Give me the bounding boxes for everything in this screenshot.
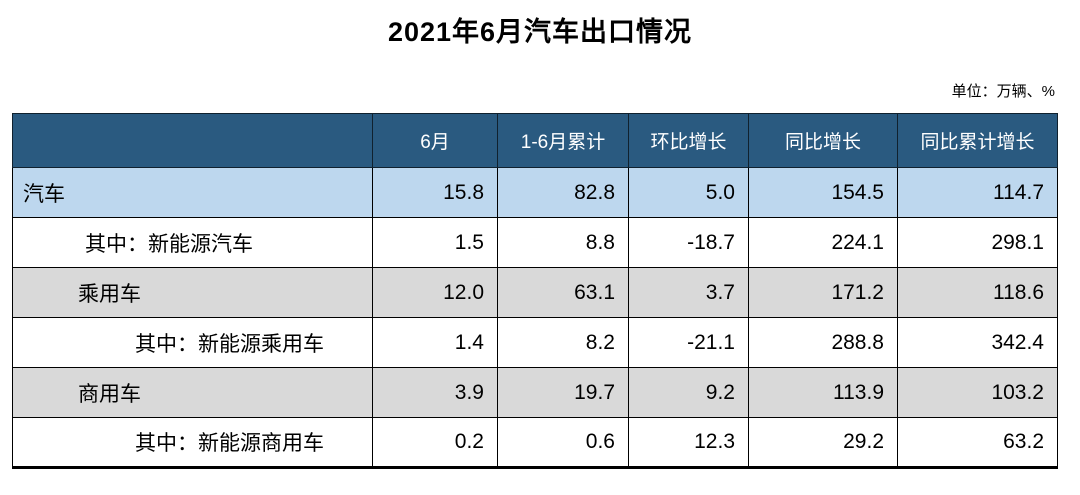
value-cell: 5.0 (628, 167, 749, 218)
table-header: 6月 1-6月累计 环比增长 同比增长 同比累计增长 (12, 113, 1058, 168)
value-cell: 0.6 (497, 417, 629, 468)
value-cell: 1.5 (372, 217, 498, 268)
value-cell: 298.1 (897, 217, 1058, 268)
value-cell: 82.8 (497, 167, 629, 218)
row-label-cell: 其中：新能源汽车 (12, 217, 373, 268)
value-cell: -18.7 (628, 217, 749, 268)
value-cell: 63.2 (897, 417, 1058, 468)
export-table: 6月 1-6月累计 环比增长 同比增长 同比累计增长 汽车 15.8 82.8 5.0 154.… (12, 113, 1058, 469)
value-cell: 19.7 (497, 367, 629, 418)
table-row: 其中：新能源乘用车 1.4 8.2 -21.1 288.8 342.4 (12, 317, 1058, 368)
value-cell: 63.1 (497, 267, 629, 318)
value-cell: -21.1 (628, 317, 749, 368)
table-row: 其中：新能源汽车 1.5 8.8 -18.7 224.1 298.1 (12, 217, 1058, 268)
value-cell: 12.0 (372, 267, 498, 318)
value-cell: 113.9 (748, 367, 898, 418)
value-cell: 342.4 (897, 317, 1058, 368)
value-cell: 118.6 (897, 267, 1058, 318)
column-header: 同比增长 (748, 113, 898, 168)
column-header-empty (12, 113, 373, 168)
table-header-row: 6月 1-6月累计 环比增长 同比增长 同比累计增长 (12, 113, 1058, 168)
value-cell: 1.4 (372, 317, 498, 368)
value-cell: 103.2 (897, 367, 1058, 418)
table-row: 其中：新能源商用车 0.2 0.6 12.3 29.2 63.2 (12, 417, 1058, 468)
value-cell: 154.5 (748, 167, 898, 218)
value-cell: 3.9 (372, 367, 498, 418)
table-row: 汽车 15.8 82.8 5.0 154.5 114.7 (12, 167, 1058, 218)
value-cell: 114.7 (897, 167, 1058, 218)
unit-note: 单位：万辆、% (951, 83, 1055, 100)
column-header: 1-6月累计 (497, 113, 629, 168)
column-header: 同比累计增长 (897, 113, 1058, 168)
value-cell: 9.2 (628, 367, 749, 418)
table-row: 商用车 3.9 19.7 9.2 113.9 103.2 (12, 367, 1058, 418)
value-cell: 15.8 (372, 167, 498, 218)
row-label-cell: 乘用车 (12, 267, 373, 318)
row-label-cell: 其中：新能源商用车 (12, 417, 373, 468)
table-row: 乘用车 12.0 63.1 3.7 171.2 118.6 (12, 267, 1058, 318)
row-label-cell: 汽车 (12, 167, 373, 218)
table-body: 汽车 15.8 82.8 5.0 154.5 114.7 其中：新能源汽车 1.5 8.8 -18… (12, 167, 1058, 468)
row-label-cell: 商用车 (12, 367, 373, 418)
value-cell: 0.2 (372, 417, 498, 468)
value-cell: 171.2 (748, 267, 898, 318)
value-cell: 3.7 (628, 267, 749, 318)
column-header: 环比增长 (628, 113, 749, 168)
value-cell: 8.8 (497, 217, 629, 268)
value-cell: 8.2 (497, 317, 629, 368)
page-title: 2021年6月汽车出口情况 (387, 17, 693, 47)
value-cell: 29.2 (748, 417, 898, 468)
row-label-cell: 其中：新能源乘用车 (12, 317, 373, 368)
value-cell: 12.3 (628, 417, 749, 468)
value-cell: 224.1 (748, 217, 898, 268)
column-header: 6月 (372, 113, 498, 168)
value-cell: 288.8 (748, 317, 898, 368)
